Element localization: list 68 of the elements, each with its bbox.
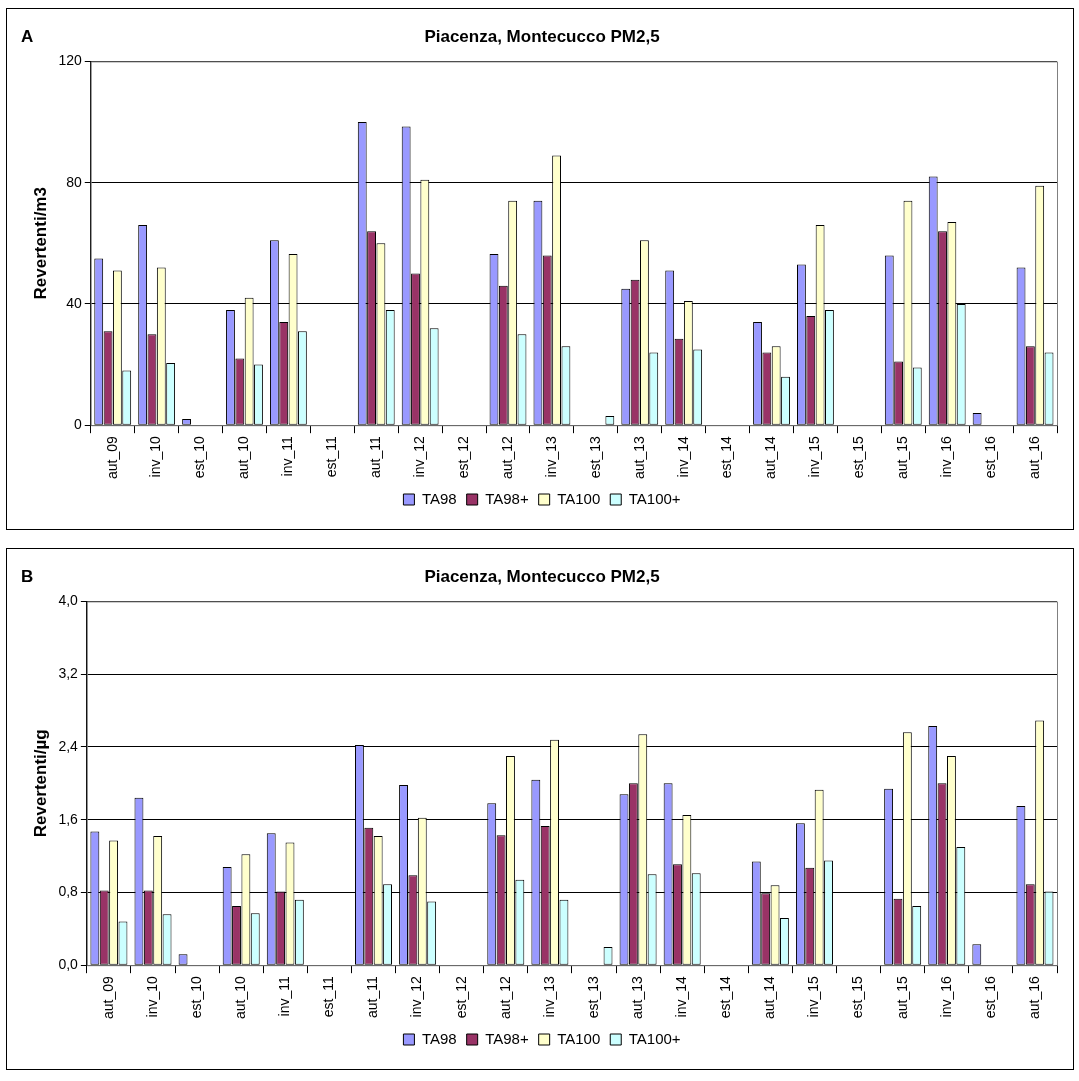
x-tick-label: aut_13 — [628, 975, 645, 1020]
legend-label: TA98 — [421, 1029, 457, 1047]
x-tick-label: est_14 — [717, 975, 734, 1019]
chart-title: Piacenza, Montecucco PM2,5 — [424, 26, 660, 46]
x-tick-label: est_16 — [981, 975, 998, 1019]
x-tick-label: aut_12 — [498, 435, 515, 480]
x-tick-label: est_16 — [981, 435, 998, 479]
x-tick-label: aut_11 — [364, 975, 381, 1018]
x-tick-label: est_13 — [586, 435, 603, 479]
x-tick-label: aut_16 — [1025, 435, 1042, 480]
x-tick-label: aut_14 — [761, 975, 778, 1020]
x-tick-label: inv_16 — [937, 975, 954, 1018]
x-tick-label: est_14 — [718, 435, 735, 479]
text: A — [21, 27, 34, 47]
x-tick-label: aut_10 — [232, 975, 249, 1020]
y-tick-label: 0 — [73, 416, 82, 433]
legend-label: TA98+ — [485, 1029, 529, 1047]
y-tick-label: 40 — [66, 294, 82, 311]
y-tick-label: 4,0 — [58, 592, 79, 609]
x-tick-label: inv_14 — [673, 975, 690, 1018]
chart-title: Piacenza, Montecucco PM2,5 — [424, 566, 660, 586]
y-axis-title: Revertenti/µg — [30, 729, 50, 838]
x-tick-label: aut_10 — [235, 435, 252, 480]
legend-label: TA100 — [557, 1029, 601, 1047]
y-tick-label: 120 — [58, 52, 82, 69]
x-tick-label: aut_12 — [496, 975, 513, 1020]
y-tick-label: 2,4 — [58, 737, 79, 754]
x-tick-label: est_11 — [323, 435, 340, 478]
y-tick-label: 80 — [66, 173, 82, 190]
x-tick-label: inv_10 — [143, 975, 160, 1018]
x-tick-label: inv_15 — [806, 435, 823, 478]
y-tick-label: 0,8 — [58, 883, 79, 900]
legend-label: TA98+ — [485, 489, 529, 507]
x-tick-label: inv_15 — [805, 975, 822, 1018]
x-tick-label: est_15 — [850, 435, 867, 479]
x-tick-label: aut_16 — [1025, 975, 1042, 1020]
x-tick-label: inv_14 — [674, 435, 691, 478]
x-tick-label: aut_15 — [893, 975, 910, 1020]
legend-label: TA100+ — [628, 489, 681, 507]
x-tick-label: inv_10 — [147, 435, 164, 478]
legend-label: TA100 — [557, 489, 601, 507]
x-tick-label: est_11 — [320, 975, 337, 1018]
y-tick-label: 0,0 — [58, 956, 79, 973]
x-tick-label: inv_13 — [542, 435, 559, 478]
legend-label: TA100+ — [628, 1029, 681, 1047]
x-tick-label: aut_09 — [103, 435, 120, 480]
x-tick-label: aut_14 — [762, 435, 779, 480]
y-tick-label: 3,2 — [58, 665, 79, 682]
x-tick-label: inv_16 — [938, 435, 955, 478]
x-tick-label: est_12 — [452, 975, 469, 1019]
x-tick-label: inv_11 — [276, 975, 293, 1017]
x-tick-label: est_10 — [191, 435, 208, 479]
x-tick-label: aut_15 — [894, 435, 911, 480]
x-tick-label: inv_12 — [408, 975, 425, 1018]
text: B — [21, 567, 34, 587]
x-tick-label: aut_11 — [367, 435, 384, 478]
x-tick-label: aut_13 — [630, 435, 647, 480]
y-axis-title: Revertenti/m3 — [30, 187, 50, 300]
x-tick-label: aut_09 — [99, 975, 116, 1020]
x-tick-label: inv_13 — [540, 975, 557, 1018]
x-tick-label: est_10 — [187, 975, 204, 1019]
x-tick-label: inv_11 — [279, 435, 296, 477]
x-tick-label: est_13 — [584, 975, 601, 1019]
x-tick-label: inv_12 — [411, 435, 428, 478]
x-tick-label: est_15 — [849, 975, 866, 1019]
x-tick-label: est_12 — [454, 435, 471, 479]
legend-label: TA98 — [421, 489, 457, 507]
y-tick-label: 1,6 — [58, 810, 79, 827]
